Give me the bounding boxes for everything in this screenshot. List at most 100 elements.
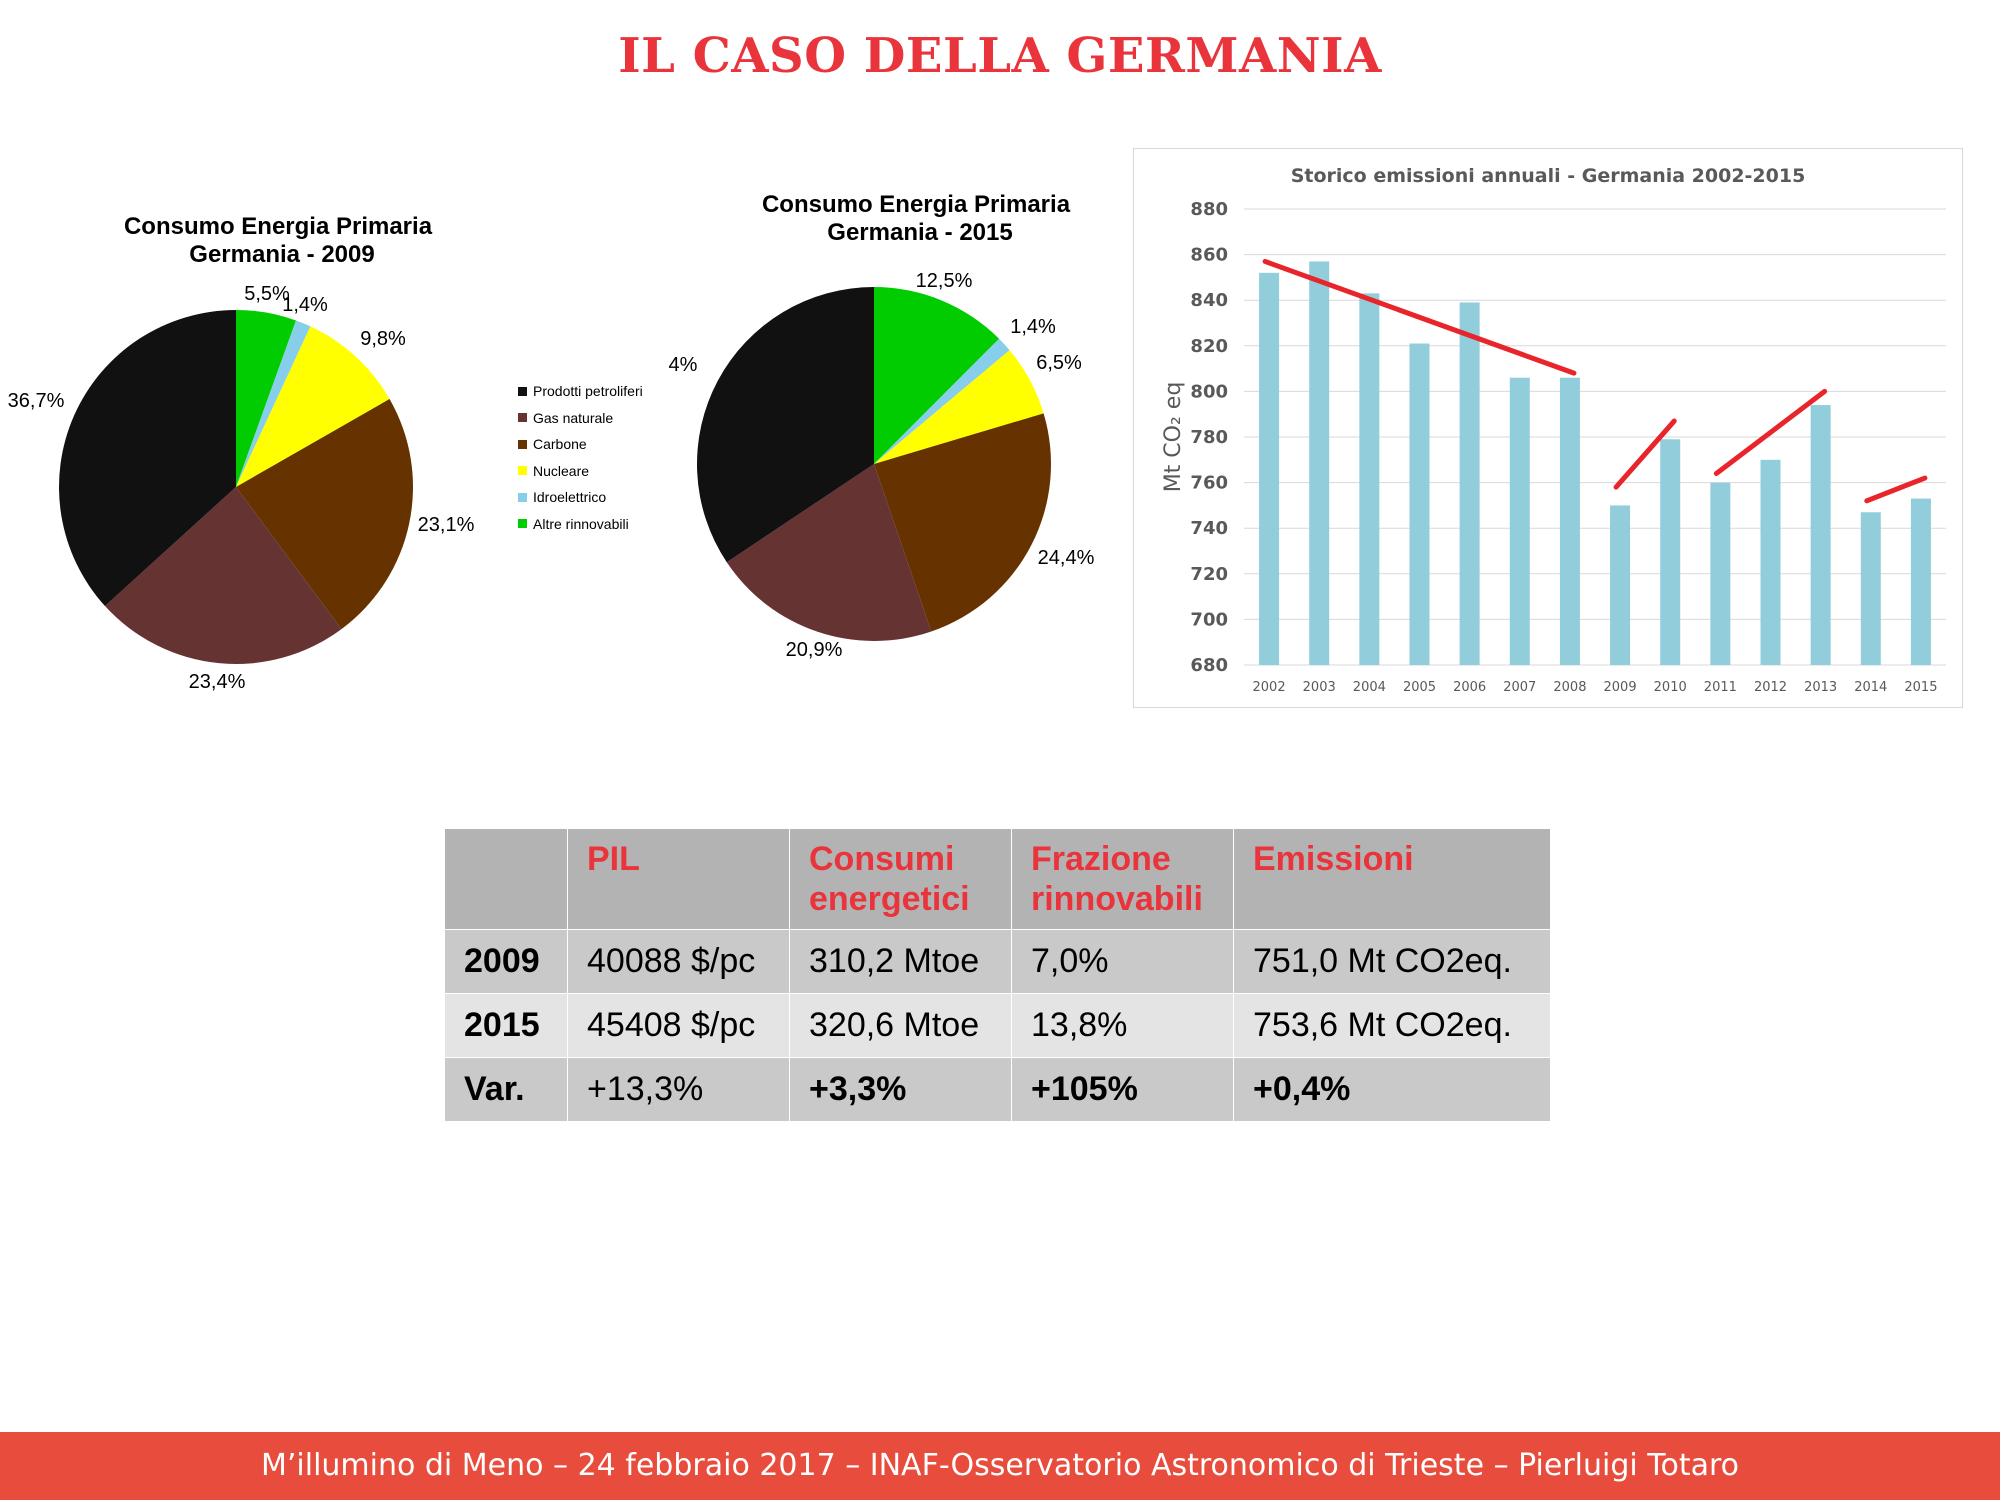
- slide-title: IL CASO DELLA GERMANIA: [618, 28, 1382, 84]
- table-cell: 753,6 Mt CO2eq.: [1233, 993, 1551, 1058]
- slide-footer: M’illumino di Meno – 24 febbraio 2017 – …: [0, 1432, 2000, 1500]
- bar-x-tick-label: 2012: [1754, 680, 1787, 695]
- pie-2015-data-label: 6,5%: [1036, 352, 1082, 374]
- table-header-pil: PIL: [567, 828, 790, 930]
- bar-2007: [1509, 377, 1530, 665]
- table-cell: 310,2 Mtoe: [789, 929, 1012, 994]
- table-cell: 13,8%: [1011, 993, 1234, 1058]
- bar-2014: [1860, 512, 1881, 665]
- legend-label: Gas naturale: [533, 409, 614, 426]
- bar-2006: [1459, 302, 1480, 665]
- pie-2015-data-label: 4%: [669, 354, 698, 376]
- pie-2015-title-line2: Germania - 2015: [827, 219, 1012, 246]
- bar-2004: [1359, 293, 1380, 665]
- pie-2009-slice-gas-naturale: [104, 487, 342, 664]
- trend-line: [1613, 418, 1677, 490]
- pie-chart-2009: Consumo Energia Primaria Germania - 2009…: [8, 213, 475, 693]
- legend-item: Altre rinnovabili: [518, 511, 643, 538]
- legend-item: Idroelettrico: [518, 484, 643, 511]
- pie-2015-slice-carbone: [874, 413, 1051, 632]
- pie-2009-slice-nucleare: [236, 326, 390, 487]
- bar-y-tick-label: 820: [1190, 336, 1228, 357]
- emissions-bar-chart: Storico emissioni annuali - Germania 200…: [1161, 165, 1946, 695]
- bar-x-tick-label: 2003: [1303, 680, 1336, 695]
- bar-x-tick-label: 2014: [1854, 680, 1887, 695]
- table-cell: 7,0%: [1011, 929, 1234, 994]
- table-header-frazione: Frazione rinnovabili: [1011, 828, 1234, 930]
- pie-2015-data-label: 1,4%: [1010, 316, 1056, 338]
- pie-2015-title-line1: Consumo Energia Primaria: [762, 191, 1071, 218]
- pie-2009-slice-idroelettrico: [236, 320, 311, 487]
- pie-2009-data-label: 23,1%: [418, 514, 475, 536]
- legend-label: Altre rinnovabili: [533, 515, 629, 532]
- pie-chart-2015: Consumo Energia Primaria Germania - 2015…: [669, 191, 1095, 661]
- bar-x-tick-label: 2013: [1804, 680, 1837, 695]
- pie-2009-slice-altre-rinnovabili: [236, 310, 297, 487]
- table-row-label: 2009: [444, 929, 568, 994]
- bar-x-tick-label: 2008: [1553, 680, 1586, 695]
- table-cell: 40088 $/pc: [567, 929, 790, 994]
- bar-2009: [1610, 505, 1631, 665]
- bar-y-tick-label: 880: [1190, 199, 1228, 220]
- bar-y-tick-label: 740: [1190, 518, 1228, 539]
- table-row: 2009 40088 $/pc 310,2 Mtoe 7,0% 751,0 Mt…: [444, 929, 1551, 994]
- bar-y-tick-label: 840: [1190, 290, 1228, 311]
- pie-2015-slice-altre-rinnovabili: [874, 287, 1000, 464]
- bar-x-tick-label: 2005: [1403, 680, 1436, 695]
- table-header-emissioni: Emissioni: [1233, 828, 1551, 930]
- bar-x-tick-label: 2010: [1654, 680, 1687, 695]
- table-cell: +105%: [1011, 1057, 1234, 1122]
- pie-2009-data-label: 23,4%: [189, 671, 246, 693]
- bar-x-tick-label: 2011: [1704, 680, 1737, 695]
- bar-y-tick-label: 780: [1190, 427, 1228, 448]
- emissions-bar-chart-panel: Storico emissioni annuali - Germania 200…: [1133, 148, 1963, 708]
- bar-x-tick-label: 2015: [1904, 680, 1937, 695]
- pie-2009-data-label: 9,8%: [360, 328, 406, 350]
- table-cell: +0,4%: [1233, 1057, 1551, 1122]
- bar-y-tick-label: 720: [1190, 564, 1228, 585]
- table-row-label: 2015: [444, 993, 568, 1058]
- table-row-label: Var.: [444, 1057, 568, 1122]
- pie-2009-title-line2: Germania - 2009: [189, 241, 374, 268]
- pie-legend: Prodotti petroliferi Gas naturale Carbon…: [518, 378, 643, 537]
- table-row: Var. +13,3% +3,3% +105% +0,4%: [444, 1057, 1551, 1122]
- table-header-row: PIL Consumi energetici Frazione rinnovab…: [444, 828, 1551, 930]
- bar-2008: [1559, 377, 1580, 665]
- bar-y-tick-label: 680: [1190, 655, 1228, 676]
- bar-x-tick-label: 2007: [1503, 680, 1536, 695]
- table-cell: 320,6 Mtoe: [789, 993, 1012, 1058]
- bar-2002: [1259, 272, 1280, 665]
- bar-chart-title: Storico emissioni annuali - Germania 200…: [1291, 165, 1806, 187]
- pie-2015-data-label: 24,4%: [1038, 547, 1095, 569]
- bar-y-tick-label: 860: [1190, 245, 1228, 266]
- bar-y-tick-label: 800: [1190, 381, 1228, 402]
- bar-2010: [1660, 439, 1681, 665]
- trend-line: [1262, 258, 1577, 376]
- bar-y-tick-label: 760: [1190, 473, 1228, 494]
- legend-item: Nucleare: [518, 458, 643, 485]
- bar-chart-ylabel: Mt CO₂ eq: [1161, 382, 1186, 493]
- pie-2015-data-label: 20,9%: [786, 639, 843, 661]
- bar-2012: [1760, 459, 1781, 665]
- pie-2009-data-label: 36,7%: [8, 390, 65, 412]
- legend-swatch: [518, 466, 527, 476]
- legend-label: Idroelettrico: [533, 489, 607, 506]
- legend-swatch: [518, 386, 527, 396]
- legend-swatch: [518, 492, 527, 502]
- pie-2015-slice-gas-naturale: [726, 464, 932, 642]
- bar-x-tick-label: 2006: [1453, 680, 1486, 695]
- table-header-consumi: Consumi energetici: [789, 828, 1012, 930]
- pie-2009-slice-prodotti-petroliferi: [59, 310, 236, 607]
- pie-2015-slice-prodotti-petroliferi: [696, 287, 874, 563]
- pie-2009-slice-carbone: [236, 398, 413, 630]
- legend-item: Gas naturale: [518, 405, 643, 432]
- legend-swatch: [518, 439, 527, 449]
- table-cell: 751,0 Mt CO2eq.: [1233, 929, 1551, 994]
- legend-swatch: [518, 519, 527, 529]
- pie-2009-title-line1: Consumo Energia Primaria: [124, 213, 433, 240]
- bar-2015: [1910, 498, 1931, 665]
- legend-item: Carbone: [518, 431, 643, 458]
- bar-y-tick-label: 700: [1190, 609, 1228, 630]
- pie-2015-slice-nucleare: [874, 350, 1044, 464]
- comparison-table: PIL Consumi energetici Frazione rinnovab…: [444, 828, 1551, 1122]
